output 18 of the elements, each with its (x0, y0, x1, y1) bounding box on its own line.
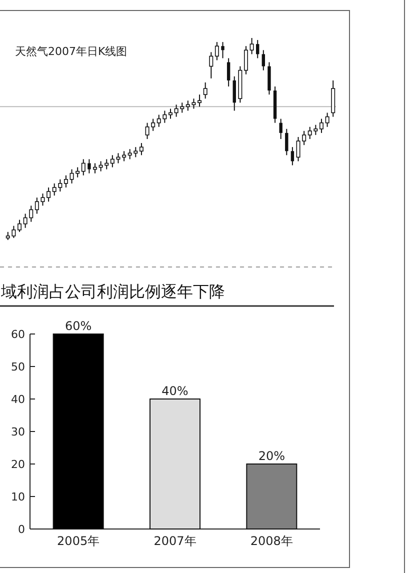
data-label: 20% (258, 449, 286, 463)
y-tick-label: 0 (18, 523, 25, 536)
y-tick-label: 60 (11, 328, 25, 341)
x-tick-label: 2008年 (250, 534, 293, 548)
bar (150, 398, 200, 530)
chart-title: 域利润占公司利润比例逐年下降 (0, 282, 225, 301)
y-tick-label: 10 (11, 490, 25, 504)
y-tick-label: 30 (11, 426, 25, 438)
text: 天然气2007年日K线图 (15, 45, 128, 58)
y-tick-label: 20 (11, 458, 25, 471)
data-label: 60% (64, 319, 92, 333)
data-label: 40% (162, 384, 188, 398)
y-tick-label: 40 (11, 393, 25, 406)
bar (246, 464, 298, 530)
y-tick-label: 50 (11, 360, 25, 374)
bar (52, 334, 104, 530)
x-tick-label: 2005年 (57, 534, 100, 548)
x-tick-label: 2007年 (154, 534, 196, 548)
